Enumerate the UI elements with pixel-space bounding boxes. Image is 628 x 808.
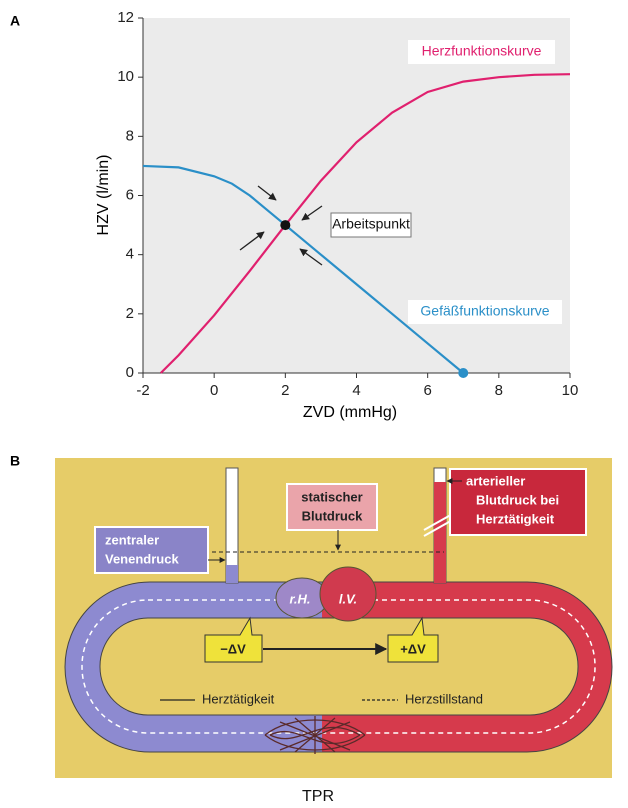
annotation: Arbeitspunkt <box>332 216 410 232</box>
panel-label: A <box>10 13 20 29</box>
capillaries <box>264 716 366 754</box>
venous-box <box>94 526 209 574</box>
end-point <box>458 368 469 378</box>
series-label-box <box>408 40 555 64</box>
standpipes <box>225 467 457 584</box>
arterial-box <box>449 468 587 536</box>
static-box <box>286 483 378 531</box>
series-line <box>142 164 464 374</box>
arterial-label: Herztätigkeit <box>476 511 555 526</box>
y-tick-label: 0 <box>126 364 134 381</box>
y-tick-label: 10 <box>117 68 134 85</box>
panel-label: B <box>10 453 20 469</box>
y-tick-label: 4 <box>126 246 134 263</box>
delta-box <box>204 616 263 663</box>
series-line <box>160 73 571 374</box>
heart <box>275 566 377 622</box>
y-tick-label: 12 <box>117 9 134 26</box>
delta-label: +ΔV <box>400 641 426 656</box>
y-tick-label: 8 <box>126 127 134 144</box>
x-tick-label: 0 <box>210 382 218 399</box>
annotation-box <box>330 212 412 238</box>
x-tick-label: -2 <box>136 382 149 399</box>
venous-label: zentraler <box>105 532 159 547</box>
heart-label: r.H. <box>290 591 311 606</box>
x-tick-label: 4 <box>352 382 360 399</box>
heart-label: l.V. <box>339 591 357 606</box>
static-label: statischer <box>301 489 362 504</box>
delta-box <box>387 616 439 663</box>
static-label: Blutdruck <box>302 508 363 523</box>
arterial-label: arterieller <box>466 473 525 488</box>
working-point <box>280 220 291 231</box>
x-tick-label: 10 <box>562 382 579 399</box>
delta-label: −ΔV <box>220 641 246 656</box>
arrows <box>239 185 323 266</box>
x-axis-title: ZVD (mmHg) <box>303 404 397 421</box>
y-tick-label: 6 <box>126 186 134 203</box>
legend-label: Herztätigkeit <box>202 691 275 706</box>
venous-label: Venendruck <box>105 551 179 566</box>
series-label-box <box>408 300 562 324</box>
x-tick-label: 8 <box>495 382 503 399</box>
x-tick-label: 2 <box>281 382 289 399</box>
series-label: Herzfunktionskurve <box>422 43 542 59</box>
arterial-label: Blutdruck bei <box>476 492 559 507</box>
y-tick-label: 2 <box>126 305 134 322</box>
x-tick-label: 6 <box>423 382 431 399</box>
tpr-label: TPR <box>302 788 334 805</box>
legend-label: Herzstillstand <box>405 691 483 706</box>
y-axis-title: HZV (l/min) <box>95 155 112 236</box>
series-label: Gefäßfunktionskurve <box>420 303 549 319</box>
